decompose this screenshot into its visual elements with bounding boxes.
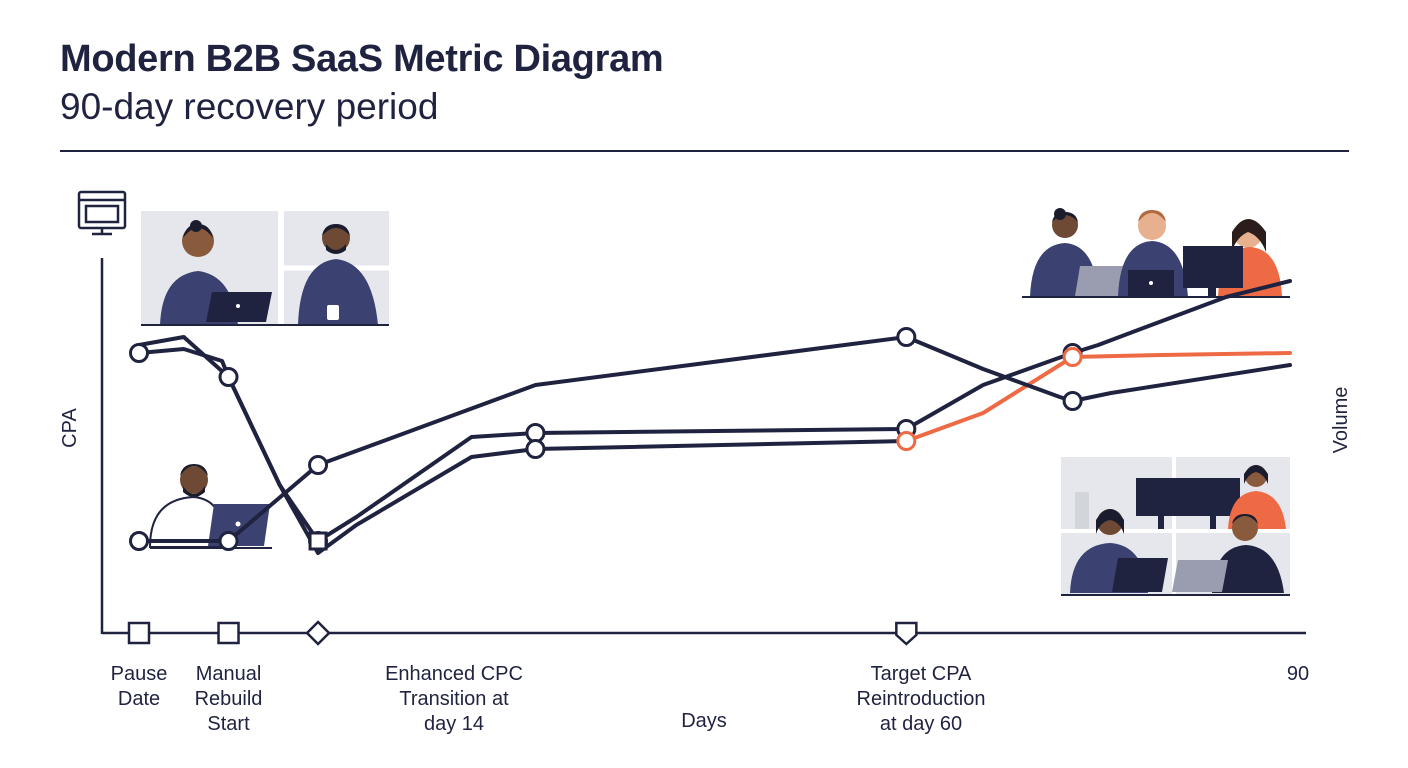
- x-tick-label: Manual Rebuild Start: [195, 663, 263, 735]
- data-point-square: [308, 531, 328, 551]
- x-tick-labels: Pause Date Manual Rebuild Start Enhanced CPC T…: [111, 663, 1309, 735]
- data-point: [525, 439, 546, 459]
- event-marker-triangle-down: [895, 621, 918, 646]
- chart-subtitle: 90-day recovery period: [60, 86, 439, 127]
- data-point: [129, 531, 149, 551]
- event-marker-diamond: [305, 620, 331, 646]
- x-tick-label: Target CPA Reintroduction at day 60: [857, 663, 986, 735]
- event-marker-square: [217, 621, 240, 645]
- data-point: [525, 423, 546, 443]
- event-marker-layer: [127, 620, 918, 646]
- data-point: [896, 327, 917, 347]
- team-illustration-top-right: [1022, 208, 1290, 298]
- data-point: [1062, 347, 1083, 367]
- person-laptop-illustration: [148, 464, 272, 549]
- data-point: [218, 531, 239, 551]
- marker-layer: [129, 327, 1083, 551]
- series-line-2: [137, 335, 909, 555]
- chart-title: Modern B2B SaaS Metric Diagram: [60, 38, 664, 80]
- x-tick-label: 90: [1287, 663, 1309, 685]
- data-point: [308, 455, 329, 475]
- team-illustration-bottom-right: [1061, 457, 1290, 596]
- x-axis-label: Days: [681, 710, 727, 732]
- monitor-icon: [77, 190, 127, 236]
- team-illustration-top-left: [141, 211, 389, 326]
- series-line-4: [137, 335, 1292, 543]
- x-tick-label: Enhanced CPC Transition at day 14: [385, 663, 523, 735]
- y-axis-label-right: Volume: [1330, 387, 1352, 454]
- data-point: [218, 367, 239, 387]
- y-axis-label-left: CPA: [59, 408, 81, 448]
- data-point: [1062, 391, 1083, 411]
- data-point: [896, 431, 917, 451]
- x-tick-label: Pause Date: [111, 663, 168, 710]
- event-marker-square: [127, 621, 151, 645]
- title-divider: [60, 150, 1349, 152]
- data-point: [129, 343, 149, 363]
